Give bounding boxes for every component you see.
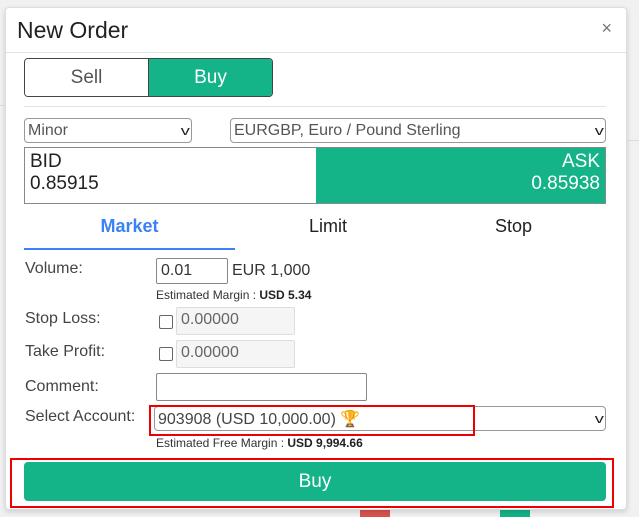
symbol-value: EURGBP, Euro / Pound Sterling xyxy=(234,121,461,139)
category-select[interactable]: Minor v xyxy=(24,118,192,143)
bg-line xyxy=(627,140,639,141)
bid-price: 0.85915 xyxy=(30,173,99,194)
margin-label: Estimated Margin : xyxy=(156,288,257,302)
estimated-free-margin: Estimated Free Margin : USD 9,994.66 xyxy=(156,436,363,450)
bg-line xyxy=(0,105,5,106)
divider xyxy=(24,106,606,107)
bg-buy-badge xyxy=(500,510,530,517)
ask-price: 0.85938 xyxy=(531,173,600,194)
symbol-select[interactable]: EURGBP, Euro / Pound Sterling v xyxy=(230,118,606,143)
bid-box[interactable]: BID 0.85915 xyxy=(25,148,316,203)
buy-submit-button[interactable]: Buy xyxy=(24,462,606,501)
volume-unit: EUR 1,000 xyxy=(232,262,311,279)
category-value: Minor xyxy=(28,121,69,139)
comment-label: Comment: xyxy=(25,378,99,395)
volume-input[interactable]: 0.01 xyxy=(156,258,228,284)
chevron-down-icon: v xyxy=(594,123,604,138)
side-toggle: Sell Buy xyxy=(24,58,273,97)
buy-toggle-button[interactable]: Buy xyxy=(149,59,272,96)
free-margin-value: USD 9,994.66 xyxy=(287,436,363,450)
estimated-margin: Estimated Margin : USD 5.34 xyxy=(156,288,311,302)
volume-label: Volume: xyxy=(25,260,83,277)
bg-sell-badge xyxy=(360,510,390,517)
bid-label: BID xyxy=(30,151,62,172)
tab-limit[interactable]: Limit xyxy=(308,216,347,236)
quote-panel: BID 0.85915 ASK 0.85938 xyxy=(24,147,606,204)
margin-value: USD 5.34 xyxy=(259,288,312,302)
comment-input[interactable] xyxy=(156,373,367,401)
chevron-down-icon: v xyxy=(180,123,190,138)
sell-toggle-button[interactable]: Sell xyxy=(25,59,149,96)
ask-box[interactable]: ASK 0.85938 xyxy=(316,148,605,203)
stop-loss-checkbox[interactable] xyxy=(159,315,173,329)
new-order-dialog: New Order × Sell Buy Minor v EURGBP, Euro… xyxy=(5,7,627,510)
stop-loss-label: Stop Loss: xyxy=(25,310,101,327)
chevron-down-icon: v xyxy=(594,411,604,426)
take-profit-input[interactable]: 0.00000 xyxy=(176,340,295,368)
close-icon[interactable]: × xyxy=(601,18,612,38)
ask-label: ASK xyxy=(561,151,600,172)
highlight-box xyxy=(10,458,614,508)
dialog-title: New Order xyxy=(17,17,129,43)
account-label: Select Account: xyxy=(25,408,136,425)
take-profit-label: Take Profit: xyxy=(25,343,106,360)
tab-market[interactable]: Market xyxy=(24,216,235,250)
divider xyxy=(6,52,626,53)
stop-loss-input[interactable]: 0.00000 xyxy=(176,307,295,335)
account-value: 903908 (USD 10,000.00) xyxy=(158,410,336,428)
free-margin-label: Estimated Free Margin : xyxy=(156,436,285,450)
take-profit-checkbox[interactable] xyxy=(159,347,173,361)
highlight-box xyxy=(149,405,475,436)
tab-stop[interactable]: Stop xyxy=(494,216,533,236)
trophy-icon: 🏆 xyxy=(340,410,361,428)
